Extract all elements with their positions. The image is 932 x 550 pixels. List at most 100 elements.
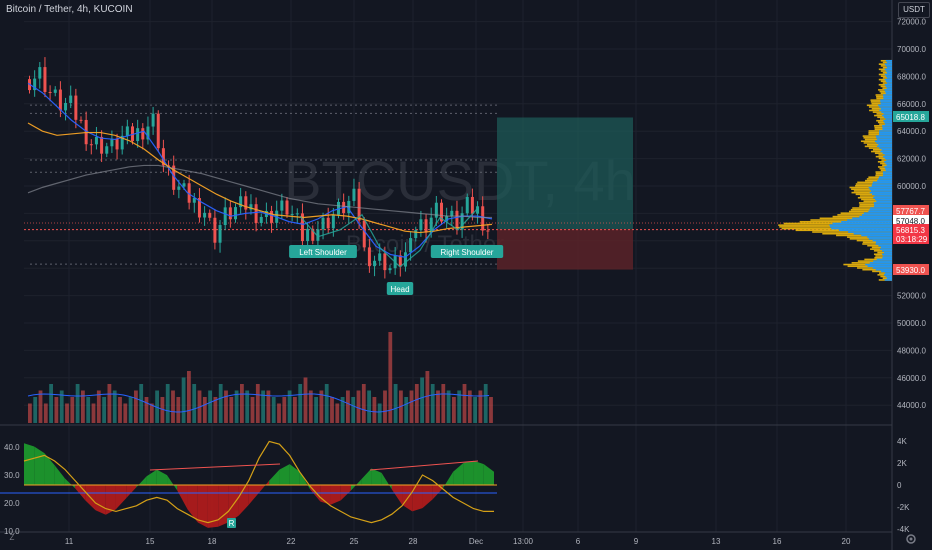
y-tick-label: 52000.0 <box>897 292 926 301</box>
profile-bar-up <box>878 143 892 146</box>
candle-body <box>362 220 366 248</box>
volume-bar <box>388 332 393 423</box>
profile-bar-up <box>852 217 892 220</box>
profile-bar-up <box>885 90 892 93</box>
profile-bar-up <box>883 116 892 119</box>
profile-bar-up <box>861 214 892 216</box>
candle-body <box>470 196 474 214</box>
profile-bar-up <box>880 99 892 101</box>
profile-bar-up <box>886 61 892 64</box>
profile-bar-up <box>869 188 892 190</box>
price-label: 57767.7 <box>896 207 925 216</box>
candle-body <box>69 95 73 103</box>
candle-body <box>280 200 284 211</box>
volume-bar <box>452 397 456 423</box>
pattern-line <box>299 207 479 268</box>
candle-body <box>100 136 104 154</box>
profile-bar-up <box>885 70 892 72</box>
volume-bar <box>38 390 43 423</box>
profile-bar-up <box>881 149 892 151</box>
profile-bar-up <box>875 243 892 245</box>
y-tick-label: 60000.0 <box>897 182 926 191</box>
osc-right-tick: 4K <box>897 437 907 446</box>
momentum-area <box>442 471 454 489</box>
volume-bar <box>377 403 382 423</box>
candle-body <box>300 213 304 242</box>
profile-bar-up <box>872 193 892 196</box>
candle-body <box>295 213 299 215</box>
candle-body <box>367 247 371 267</box>
profile-bar-up <box>876 258 892 261</box>
candle-body <box>460 213 464 230</box>
volume-bar <box>457 390 462 423</box>
divergence-line <box>149 463 281 471</box>
profile-bar-up <box>875 241 892 244</box>
profile-bar-up <box>883 113 892 115</box>
candle-body <box>244 196 248 210</box>
volume-bar <box>361 384 366 423</box>
volume-bar <box>81 390 85 423</box>
x-tick-label: 13 <box>712 537 721 546</box>
candle-body <box>141 128 145 140</box>
volume-bar <box>308 390 313 423</box>
x-tick-label: 18 <box>208 537 217 546</box>
volume-bar <box>298 384 303 423</box>
candle-body <box>105 146 109 154</box>
x-tick-label: 11 <box>65 537 74 546</box>
candle-body <box>259 216 263 223</box>
volume-bar <box>467 390 472 423</box>
volume-bar <box>208 390 212 423</box>
momentum-area <box>156 469 168 485</box>
volume-bar <box>91 403 96 423</box>
y-tick-label: 50000.0 <box>897 319 926 328</box>
profile-bar-up <box>838 229 892 232</box>
profile-bar-up <box>883 251 892 254</box>
candle-body <box>316 229 320 241</box>
profile-bar-up <box>867 236 892 238</box>
x-tick-label: 28 <box>409 537 418 546</box>
candle-body <box>182 183 186 187</box>
x-tick-label: 15 <box>146 537 155 546</box>
price-label: 56815.3 <box>896 226 925 235</box>
profile-bar-up <box>873 205 892 208</box>
momentum-area <box>279 464 290 485</box>
gear-icon[interactable] <box>904 532 918 546</box>
candle-body <box>414 230 418 239</box>
candle-body <box>192 198 196 203</box>
candle-body <box>218 225 222 243</box>
candle-body <box>74 95 78 120</box>
position-tool[interactable] <box>24 104 892 270</box>
profile-bar-up <box>886 66 892 69</box>
volume-bar <box>282 397 287 423</box>
volume-bar <box>224 390 228 423</box>
profile-bar-up <box>884 166 892 168</box>
candle-body <box>64 102 68 111</box>
currency-selector[interactable]: USDT <box>898 2 930 18</box>
profile-bar-up <box>847 219 892 221</box>
profile-bar-up <box>829 226 892 228</box>
profile-bar-up <box>872 239 892 242</box>
volume-bar <box>324 384 329 423</box>
volume-bar <box>409 390 414 423</box>
candle-body <box>249 204 253 210</box>
ma-line <box>27 164 492 219</box>
profile-bar-up <box>882 253 892 256</box>
x-tick-label: 22 <box>287 537 296 546</box>
price-label: 53930.0 <box>896 266 925 275</box>
profile-bar-up <box>886 77 892 79</box>
momentum-area <box>64 478 76 489</box>
profile-bar-up <box>885 80 892 83</box>
profile-bar-up <box>872 183 892 185</box>
profile-bar-up <box>885 162 892 165</box>
profile-bar-up <box>876 142 892 144</box>
y-tick-label: 72000.0 <box>897 18 926 27</box>
volume-ma-line <box>27 393 490 413</box>
tradingview-logo-icon[interactable]: Z <box>9 533 15 542</box>
profile-bar-up <box>883 95 892 98</box>
profile-bar-up <box>868 210 892 213</box>
profile-bar-up <box>884 154 892 156</box>
price-label: 03:18:29 <box>896 235 928 244</box>
candle-body <box>151 113 155 127</box>
momentum-area <box>248 485 259 505</box>
